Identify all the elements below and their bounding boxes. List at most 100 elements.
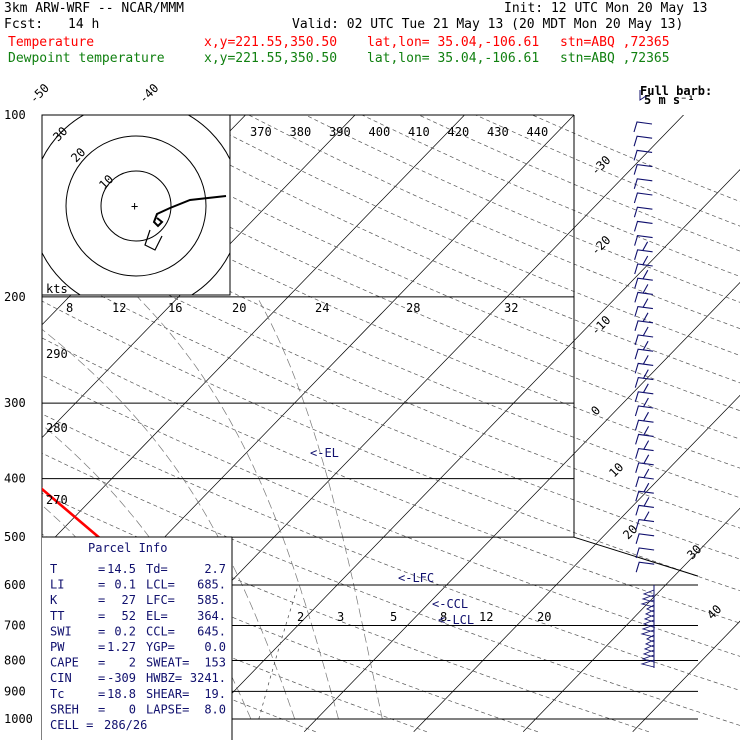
axis-labels: 1002003004005006007008009001000-80-70-60… [4, 81, 724, 726]
temperature-station: stn=ABQ ,72365 [560, 35, 670, 50]
isotherm-line [194, 169, 740, 733]
hodograph-speed-label: 16 [168, 301, 182, 315]
valid-time: Valid: 02 UTC Tue 21 May 13 (20 MDT Mon … [292, 17, 684, 32]
parcel-value: 18.8 [107, 687, 136, 701]
dewpoint-station: stn=ABQ ,72365 [560, 51, 670, 66]
parcel-cell-label: CELL = [50, 718, 93, 732]
parcel-key-2: YGP= [146, 640, 175, 654]
wind-barb-feather [642, 312, 649, 323]
temperature-point [29, 478, 30, 479]
parcel-value-2: 585. [197, 593, 226, 607]
parcel-value-2: 645. [197, 624, 226, 638]
mixing-ratio-label: 20 [537, 610, 551, 624]
wind-barb-feather [642, 298, 649, 308]
parcel-key-2: LFC= [146, 593, 175, 607]
right-temperature-tick: 10 [606, 460, 626, 480]
mixing-ratio-label: 3 [337, 610, 344, 624]
parcel-key-2: CCL= [146, 624, 175, 638]
wind-barb [633, 206, 653, 218]
hodograph-center-mark: + [131, 199, 138, 213]
pressure-label: 500 [4, 530, 26, 544]
pressure-label: 800 [4, 653, 26, 667]
parcel-info-background [42, 537, 232, 740]
wind-barb [635, 476, 654, 488]
parcel-equals: = [98, 656, 105, 670]
parcel-key: T [50, 562, 57, 576]
parcel-equals: = [98, 609, 105, 623]
dry-adiabat-line [475, 115, 740, 227]
wind-barb [635, 518, 655, 530]
mixing-ratio-label: 5 [390, 610, 397, 624]
wind-barb [634, 249, 653, 260]
parcel-key: K [50, 593, 58, 607]
parcel-value-2: 2.7 [204, 562, 226, 576]
moist-adiabat-line [137, 296, 339, 720]
parcel-key: SWI [50, 624, 72, 638]
wind-barb [633, 192, 653, 204]
wind-barb-feather [643, 454, 650, 465]
parcel-equals: = [98, 624, 105, 638]
parcel-info-title: Parcel Info [88, 541, 167, 555]
wind-barb [635, 561, 655, 573]
wind-barb [634, 419, 654, 431]
dry-adiabat-line [42, 160, 740, 469]
dry-adiabat-line [42, 337, 740, 624]
theta-label: 370 [250, 125, 272, 139]
parcel-value-2: 19. [204, 687, 226, 701]
hodograph-ring [65, 135, 207, 277]
wind-barb [635, 533, 655, 544]
hodograph-frame [41, 114, 231, 296]
theta-label: 410 [408, 125, 430, 139]
theta-label: 390 [329, 125, 351, 139]
parcel-value: 52 [122, 609, 136, 623]
mixing-ratio-label: 8 [440, 610, 447, 624]
hodograph-speed-label: 32 [504, 301, 518, 315]
wind-barb-feather [643, 411, 649, 422]
wind-barb-feather [642, 383, 649, 394]
dewpoint-latlon: lat,lon= 35.04,-106.61 [367, 51, 540, 66]
moist-adiabat-line [256, 296, 383, 720]
wind-barb-feather [642, 241, 649, 252]
top-temperature-tick: -50 [27, 81, 52, 106]
dry-adiabat-line [78, 115, 740, 412]
wind-barb [633, 121, 653, 133]
dry-adiabat-line [418, 115, 740, 252]
parcel-key-2: Td= [146, 562, 168, 576]
header: 3km ARW-WRF -- NCAR/MMM Init: 12 UTC Mon… [0, 0, 740, 70]
parcel-key-2: LAPSE= [146, 702, 189, 716]
wind-barb-feather [643, 511, 650, 521]
theta-label: 430 [487, 125, 509, 139]
wind-barb-low [640, 659, 655, 668]
parcel-value: 14.5 [107, 562, 136, 576]
level-marker-ccl: <-CCL [432, 597, 468, 611]
parcel-value-2: 153 [204, 656, 226, 670]
dry-adiabat-line [42, 300, 740, 592]
parcel-value-2: 685. [197, 578, 226, 592]
wind-barb-feather [643, 426, 650, 436]
wind-barbs: Full barb:5 m s⁻¹ [633, 84, 712, 668]
parcel-key: Tc [50, 687, 64, 701]
temperature-latlon: lat,lon= 35.04,-106.61 [367, 35, 540, 50]
isotherm-line [632, 620, 740, 733]
parcel-value: 1.27 [107, 640, 136, 654]
forecast-label: Fcst: [4, 17, 44, 32]
hodograph-ring [100, 170, 172, 242]
parcel-key-2: LCL= [146, 578, 175, 592]
wind-barb [635, 504, 654, 516]
dry-adiabat-line [42, 413, 740, 691]
wind-barb [634, 291, 653, 303]
dry-adiabat-line [191, 115, 740, 356]
dry-adiabat-line [532, 115, 740, 202]
wind-barb-feather [642, 255, 649, 266]
hodograph-side-label: 280 [46, 421, 68, 435]
level-marker-lfc: <-LFC [398, 571, 434, 585]
isotherm-line [413, 394, 740, 733]
parcel-equals: = [98, 702, 105, 716]
hodograph-trace [152, 195, 227, 228]
theta-label: 400 [369, 125, 391, 139]
dry-adiabat-line [305, 115, 740, 303]
pressure-label: 200 [4, 290, 26, 304]
